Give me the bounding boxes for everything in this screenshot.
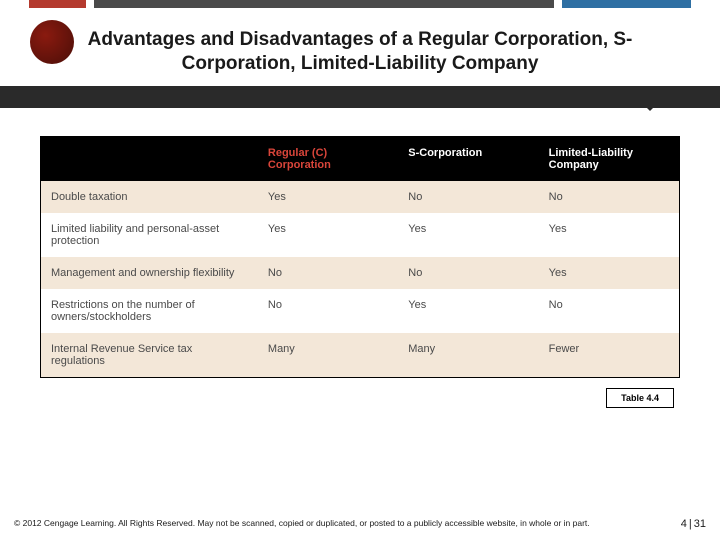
page-separator: | xyxy=(687,518,694,530)
table-cell: No xyxy=(539,289,679,333)
table-body: Double taxationYesNoNoLimited liability … xyxy=(41,181,679,377)
table-header-row: Regular (C) CorporationS-CorporationLimi… xyxy=(41,137,679,181)
table-cell: Yes xyxy=(258,213,398,257)
table-cell: Fewer xyxy=(539,333,679,377)
slide-title: Advantages and Disadvantages of a Regula… xyxy=(40,28,680,76)
title-block: Advantages and Disadvantages of a Regula… xyxy=(0,0,720,86)
table-cell: Management and ownership flexibility xyxy=(41,257,258,289)
header-notch xyxy=(640,101,660,111)
table-cell: No xyxy=(398,181,538,213)
table-cell: Internal Revenue Service tax regulations xyxy=(41,333,258,377)
table-row: Internal Revenue Service tax regulations… xyxy=(41,333,679,377)
chapter-number: 4 xyxy=(681,518,687,530)
header-band xyxy=(0,86,720,108)
table-cell: Yes xyxy=(539,257,679,289)
table-row: Restrictions on the number of owners/sto… xyxy=(41,289,679,333)
table-cell: Restrictions on the number of owners/sto… xyxy=(41,289,258,333)
table-cell: Yes xyxy=(398,289,538,333)
comparison-table: Regular (C) CorporationS-CorporationLimi… xyxy=(41,137,679,377)
table-cell: No xyxy=(539,181,679,213)
comparison-table-wrap: Regular (C) CorporationS-CorporationLimi… xyxy=(40,136,680,378)
table-row: Limited liability and personal-asset pro… xyxy=(41,213,679,257)
table-caption: Table 4.4 xyxy=(606,388,674,408)
page-number: 4|31 xyxy=(681,518,706,530)
table-cell: Yes xyxy=(539,213,679,257)
table-cell: No xyxy=(398,257,538,289)
table-row: Double taxationYesNoNo xyxy=(41,181,679,213)
table-header-cell xyxy=(41,137,258,181)
table-cell: Many xyxy=(398,333,538,377)
table-cell: No xyxy=(258,289,398,333)
table-cell: Many xyxy=(258,333,398,377)
copyright-text: © 2012 Cengage Learning. All Rights Rese… xyxy=(14,518,660,528)
table-header-cell: Limited-Liability Company xyxy=(539,137,679,181)
table-cell: Double taxation xyxy=(41,181,258,213)
slide-number: 31 xyxy=(694,518,706,530)
table-cell: Yes xyxy=(258,181,398,213)
table-header-cell: S-Corporation xyxy=(398,137,538,181)
table-cell: Yes xyxy=(398,213,538,257)
table-row: Management and ownership flexibilityNoNo… xyxy=(41,257,679,289)
table-header-cell: Regular (C) Corporation xyxy=(258,137,398,181)
table-cell: Limited liability and personal-asset pro… xyxy=(41,213,258,257)
table-cell: No xyxy=(258,257,398,289)
